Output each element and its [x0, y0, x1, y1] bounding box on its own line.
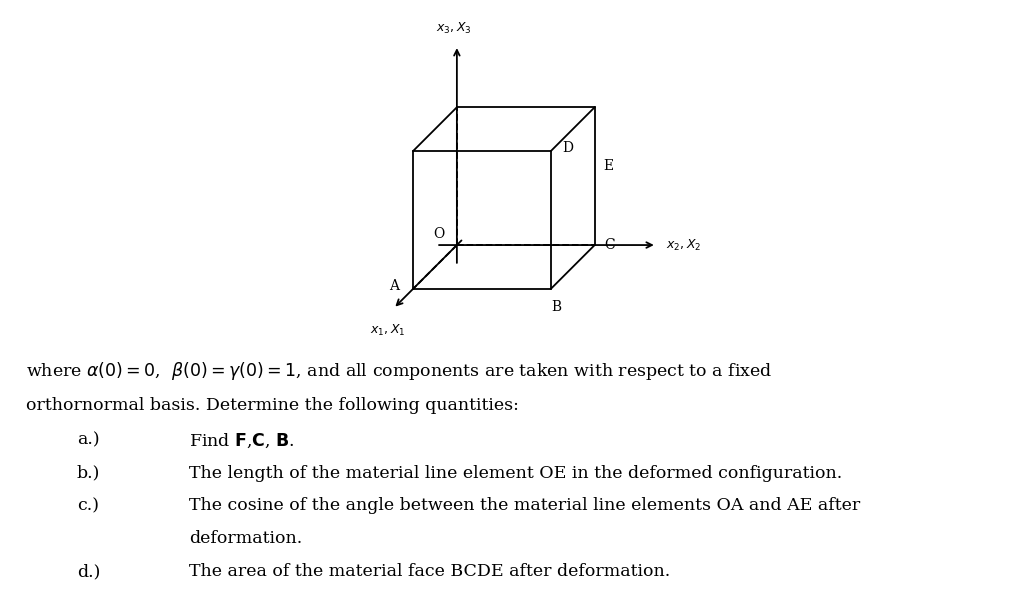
Text: The cosine of the angle between the material line elements OA and AE after: The cosine of the angle between the mate… — [189, 497, 861, 514]
Text: E: E — [603, 160, 613, 173]
Text: b.): b.) — [77, 465, 100, 482]
Text: A: A — [389, 279, 399, 293]
Text: The area of the material face BCDE after deformation.: The area of the material face BCDE after… — [189, 563, 671, 580]
Text: a.): a.) — [77, 432, 99, 449]
Text: where $\alpha(0)=0$,  $\beta(0)=\gamma(0)=1$, and all components are taken with : where $\alpha(0)=0$, $\beta(0)=\gamma(0)… — [26, 360, 772, 382]
Text: The length of the material line element OE in the deformed configuration.: The length of the material line element … — [189, 465, 843, 482]
Text: $x_1,X_1$: $x_1,X_1$ — [370, 322, 406, 337]
Text: $x_2,X_2$: $x_2,X_2$ — [667, 237, 701, 253]
Text: c.): c.) — [77, 497, 98, 514]
Text: orthornormal basis. Determine the following quantities:: orthornormal basis. Determine the follow… — [26, 397, 518, 414]
Text: $x_3,X_3$: $x_3,X_3$ — [436, 21, 472, 35]
Text: D: D — [562, 141, 572, 155]
Text: deformation.: deformation. — [189, 530, 303, 547]
Text: Find $\mathbf{F}$,$\mathbf{C}$, $\mathbf{B}$.: Find $\mathbf{F}$,$\mathbf{C}$, $\mathbf… — [189, 432, 295, 450]
Text: B: B — [551, 300, 561, 314]
Text: C: C — [604, 238, 615, 252]
Text: d.): d.) — [77, 563, 100, 580]
Text: O: O — [433, 227, 444, 241]
